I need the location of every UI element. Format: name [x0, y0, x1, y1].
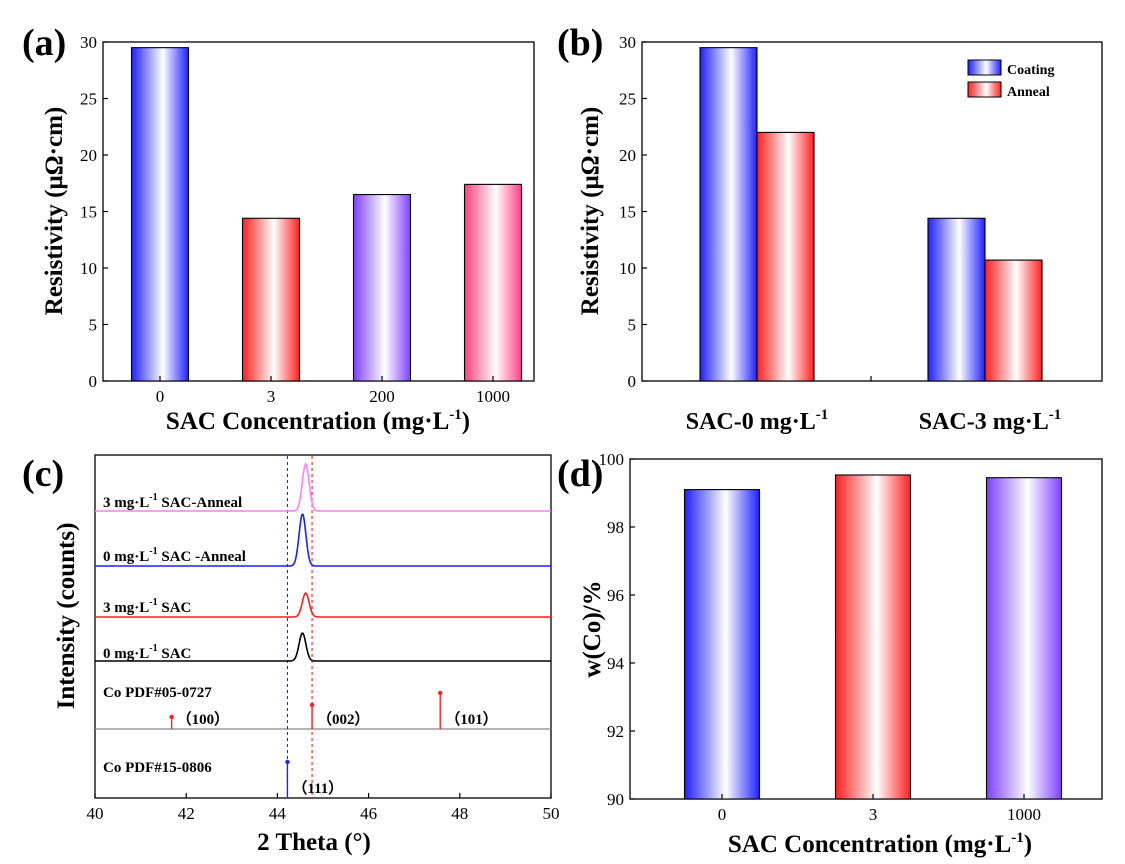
hcp-peak-marker-1 [309, 702, 315, 708]
legend-swatch-coating [967, 59, 1002, 76]
panel-d-x-axis-label: SAC Concentration (mg·L-1) [728, 830, 1032, 858]
hcp-peak-label-1: （002） [317, 710, 370, 728]
legend-label-coating: Coating [1007, 63, 1054, 78]
panel-c-guide-lines [286, 456, 313, 798]
reference-label-hcp: Co PDF#05-0727 [103, 685, 212, 701]
panel-a-bar-0 [130, 47, 190, 382]
hcp-peak-marker-2 [437, 690, 443, 696]
panel-b-y-tick-label-0: 0 [628, 372, 637, 391]
panel-a-y-tick-label-0: 0 [89, 372, 98, 391]
panel-d-y-axis-label: w(Co)/% [579, 580, 606, 677]
panel-b-y-tick-label-2: 10 [619, 259, 636, 278]
legend-swatch-anneal [967, 81, 1002, 98]
panel-d-bars [683, 474, 1063, 800]
panel-b-y-tick-label-4: 20 [619, 146, 636, 165]
panel-c-x-axis-label: 2 Theta (°) [257, 829, 371, 856]
panel-a-y-tick-label-4: 20 [80, 146, 97, 165]
panel-c-x-tick-label-3: 46 [360, 804, 377, 823]
panel-d-x-ticks: 0 3 1000 [718, 794, 1041, 824]
panel-c-reference-peaks: （100） （002） （101） （111） [169, 690, 498, 798]
panel-a-y-axis-label: Resistivity (μΩ·cm) [41, 107, 68, 315]
panel-b-bar-anneal-0 [756, 131, 815, 382]
curve-label-0-anneal: 0 mg·L-1 SAC -Anneal [103, 546, 246, 565]
panel-d-y-tick-label-2: 94 [607, 654, 625, 673]
panel-a-x-tick-label-3: 1000 [476, 387, 510, 406]
panel-a-y-ticks: 0 5 10 15 20 25 30 [80, 33, 108, 391]
panel-d-x-tick-label-1: 3 [869, 805, 878, 824]
panel-label-d: (d) [557, 453, 603, 495]
hcp-peak-marker-0 [169, 714, 174, 720]
xrd-curve-2 [95, 591, 551, 618]
panel-a-x-ticks: 0 3 200 1000 [156, 376, 510, 406]
panel-d-y-tick-label-4: 98 [607, 518, 624, 537]
panel-b-y-ticks: 0 5 10 15 20 25 30 [619, 33, 647, 391]
curve-label-3: 3 mg·L-1 SAC [103, 597, 191, 616]
panel-d-cobalt-content-chart: 90 92 94 96 98 100 0 3 1000 w(Co)/% SAC Concent… [579, 450, 1103, 858]
panel-c-x-tick-label-0: 40 [87, 804, 104, 823]
xrd-curve-0 [95, 462, 551, 512]
panel-b-bar-anneal-1 [984, 259, 1043, 382]
fcc-peak-marker-0 [285, 759, 290, 765]
panel-a-bar-200 [352, 194, 412, 382]
curve-label-0: 0 mg·L-1 SAC [103, 643, 191, 662]
panel-d-x-tick-label-2: 1000 [1007, 805, 1041, 824]
panel-c-xrd-chart: （100） （002） （101） （111） 40 42 44 46 48 50 3 mg·L… [53, 454, 560, 856]
panel-c-plot-frame [94, 454, 552, 799]
panel-d-y-ticks: 90 92 94 96 98 100 [599, 450, 635, 809]
curve-label-3-anneal: 3 mg·L-1 SAC-Anneal [103, 492, 242, 511]
fcc-peak-label-0: （111） [292, 779, 343, 797]
panel-a-y-tick-label-1: 5 [89, 316, 98, 335]
panel-a-y-tick-label-6: 30 [80, 33, 97, 52]
panel-d-x-tick-label-0: 0 [718, 805, 727, 824]
panel-b-resistivity-chart: 0 5 10 15 20 25 30 Resistivity (μΩ·cm) SAC-0 m… [577, 33, 1103, 435]
hcp-peak-label-0: （100） [177, 710, 230, 728]
panel-a-bar-3 [241, 217, 301, 382]
panel-a-x-tick-label-1: 3 [267, 387, 276, 406]
xrd-curve-1 [95, 513, 551, 567]
panel-label-c: (c) [22, 453, 64, 495]
panel-b-group-label-0: SAC-0 mg·L-1 [686, 407, 829, 435]
panel-a-y-tick-label-2: 10 [80, 259, 97, 278]
panel-a-bars [130, 47, 523, 382]
panel-c-x-ticks: 40 42 44 46 48 50 [87, 793, 560, 823]
panel-a-x-tick-label-2: 200 [369, 387, 395, 406]
legend-label-anneal: Anneal [1007, 85, 1050, 100]
reference-label-fcc: Co PDF#15-0806 [103, 760, 212, 776]
panel-d-y-tick-label-1: 92 [607, 722, 624, 741]
panel-c-x-tick-label-1: 42 [178, 804, 195, 823]
panel-b-bar-coating-1 [927, 217, 986, 382]
panel-a-resistivity-chart: 0 5 10 15 20 25 30 0 3 200 1000 Resistivity (μΩ·c… [41, 33, 535, 435]
panel-a-bar-1000 [463, 183, 523, 382]
panel-d-bar-0 [683, 489, 761, 800]
panel-c-curves [95, 462, 551, 662]
panel-label-b: (b) [557, 22, 603, 64]
panel-d-y-tick-label-3: 96 [607, 586, 624, 605]
panel-a-x-axis-label: SAC Concentration (mg·L-1) [166, 407, 470, 435]
panel-b-group-label-1: SAC-3 mg·L-1 [919, 407, 1062, 435]
panel-d-bar-3 [834, 474, 912, 800]
panel-d-y-tick-label-0: 90 [607, 790, 624, 809]
panel-b-y-tick-label-6: 30 [619, 33, 636, 52]
hcp-peak-label-2: （101） [445, 710, 498, 728]
panel-b-y-tick-label-1: 5 [628, 316, 637, 335]
panel-c-x-tick-label-2: 44 [269, 804, 287, 823]
panel-b-y-tick-label-5: 25 [619, 90, 636, 109]
panel-b-bar-coating-0 [699, 47, 758, 382]
panel-d-y-tick-label-5: 100 [599, 450, 625, 469]
panel-c-x-tick-label-4: 48 [451, 804, 468, 823]
panel-b-y-axis-label: Resistivity (μΩ·cm) [577, 107, 604, 315]
panel-b-bars [699, 47, 1043, 382]
xrd-curve-3 [95, 632, 551, 662]
panel-a-x-tick-label-0: 0 [156, 387, 165, 406]
panel-a-y-tick-label-5: 25 [80, 90, 97, 109]
panel-c-y-axis-label: Intensity (counts) [53, 523, 80, 710]
panel-c-x-tick-label-5: 50 [543, 804, 560, 823]
panel-label-a: (a) [22, 22, 66, 64]
panel-d-bar-1000 [985, 477, 1063, 800]
panel-b-legend: Coating Anneal [967, 59, 1054, 100]
panel-a-y-tick-label-3: 15 [80, 203, 97, 222]
panel-b-y-tick-label-3: 15 [619, 203, 636, 222]
